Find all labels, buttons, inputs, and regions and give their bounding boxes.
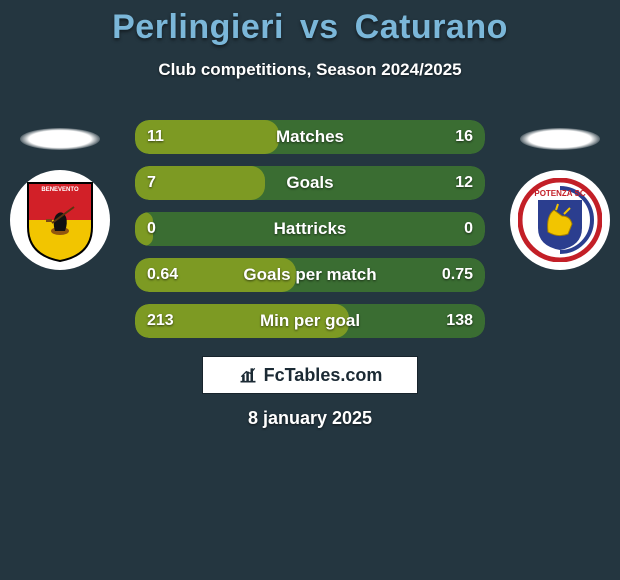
stat-row: 7 12 Goals <box>135 166 485 200</box>
stat-label: Goals per match <box>135 258 485 292</box>
title-player1: Perlingieri <box>112 8 284 46</box>
stat-label: Min per goal <box>135 304 485 338</box>
benevento-crest-icon: BENEVENTO <box>24 177 96 263</box>
stats-column: 11 16 Matches 7 12 Goals 0 0 Hattricks 0… <box>135 120 485 350</box>
brand-box: FcTables.com <box>202 356 418 394</box>
title-player2: Caturano <box>355 8 508 46</box>
right-halo <box>520 128 600 150</box>
potenza-crest-icon: POTENZA SC <box>518 178 602 262</box>
stat-label: Goals <box>135 166 485 200</box>
bar-chart-icon <box>238 365 258 385</box>
title-vs: vs <box>300 8 339 46</box>
stat-label: Hattricks <box>135 212 485 246</box>
page-title: Perlingieri vs Caturano <box>0 8 620 47</box>
left-halo <box>20 128 100 150</box>
subtitle: Club competitions, Season 2024/2025 <box>0 60 620 80</box>
comparison-infographic: Perlingieri vs Caturano Club competition… <box>0 0 620 580</box>
club-badge-right: POTENZA SC <box>510 170 610 270</box>
brand-text: FcTables.com <box>264 365 383 386</box>
stat-row: 0 0 Hattricks <box>135 212 485 246</box>
stat-row: 213 138 Min per goal <box>135 304 485 338</box>
club-badge-left: BENEVENTO <box>10 170 110 270</box>
stat-row: 0.64 0.75 Goals per match <box>135 258 485 292</box>
stat-row: 11 16 Matches <box>135 120 485 154</box>
stat-label: Matches <box>135 120 485 154</box>
svg-text:BENEVENTO: BENEVENTO <box>41 187 79 193</box>
date: 8 january 2025 <box>0 408 620 429</box>
svg-text:POTENZA SC: POTENZA SC <box>534 189 585 198</box>
